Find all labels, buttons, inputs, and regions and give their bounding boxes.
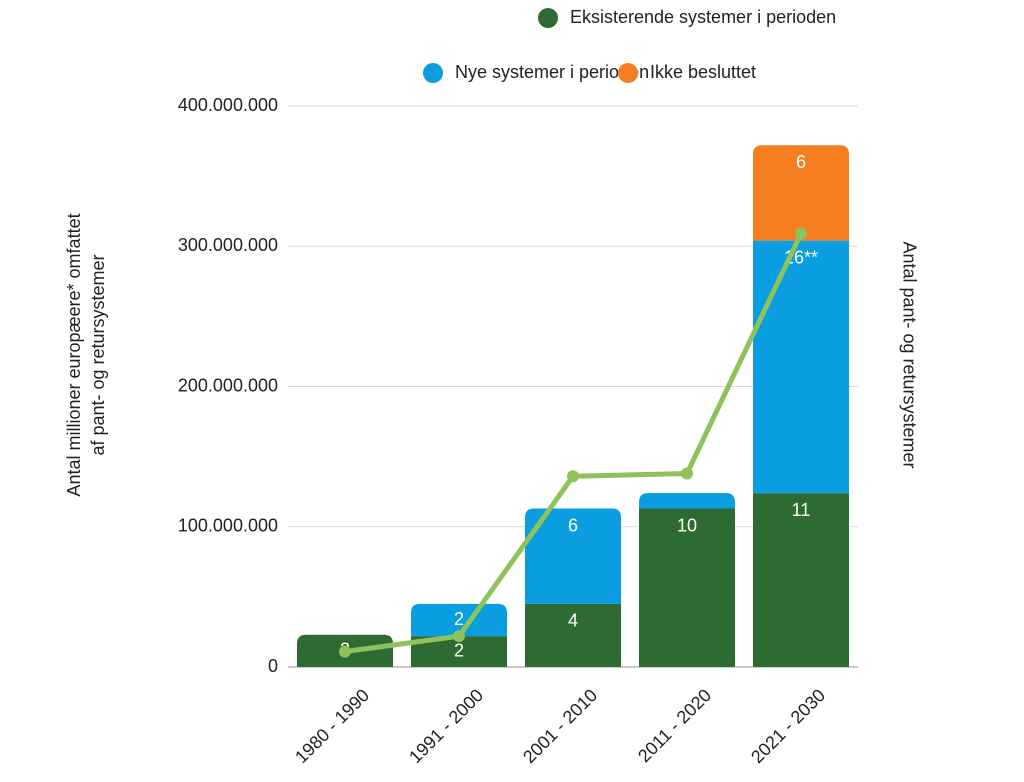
data-label: 2 xyxy=(454,640,464,660)
x-tick-label: 2011 - 2020 xyxy=(634,685,715,766)
data-label: 4 xyxy=(568,611,578,631)
y-tick-label: 0 xyxy=(268,656,278,676)
bar xyxy=(639,493,735,509)
line-point xyxy=(339,645,351,658)
y-axis-label: af pant- og retursystemer xyxy=(88,254,108,455)
data-label: 6 xyxy=(796,152,806,172)
line-point xyxy=(567,470,579,483)
data-label: 10 xyxy=(677,515,697,535)
y-tick-label: 200.000.000 xyxy=(178,375,278,395)
y-tick-label: 400.000.000 xyxy=(178,95,278,115)
bar xyxy=(525,508,621,604)
bar xyxy=(411,603,507,637)
bar xyxy=(411,636,507,667)
legend-label: Ikke besluttet xyxy=(650,62,756,82)
bar xyxy=(639,508,735,667)
line-point xyxy=(453,630,465,643)
y2-axis-label: Antal pant- og retursystemer xyxy=(899,241,919,468)
bar xyxy=(753,493,849,667)
data-label: 6 xyxy=(568,515,578,535)
legend-label: Eksisterende systemer i perioden xyxy=(570,7,836,27)
legend-label: Nye systemer i perioden xyxy=(455,62,649,82)
bar xyxy=(753,145,849,241)
x-tick-label: 1991 - 2000 xyxy=(405,685,487,767)
bar xyxy=(525,603,621,667)
data-label: 2 xyxy=(454,609,464,629)
y-tick-label: 100.000.000 xyxy=(178,516,278,536)
y-tick-label: 300.000.000 xyxy=(178,235,278,255)
y-axis-label: Antal millioner europæere* omfattet xyxy=(64,213,84,496)
bar xyxy=(753,240,849,494)
legend-marker xyxy=(618,63,638,83)
line-point xyxy=(681,467,693,480)
line-point xyxy=(795,227,807,240)
data-label: 11 xyxy=(792,500,811,520)
legend-marker xyxy=(538,8,558,28)
legend-marker xyxy=(423,63,443,83)
x-tick-label: 2001 - 2010 xyxy=(519,685,601,767)
x-tick-label: 1980 - 1990 xyxy=(291,685,373,767)
x-tick-label: 2021 - 2030 xyxy=(747,685,829,767)
